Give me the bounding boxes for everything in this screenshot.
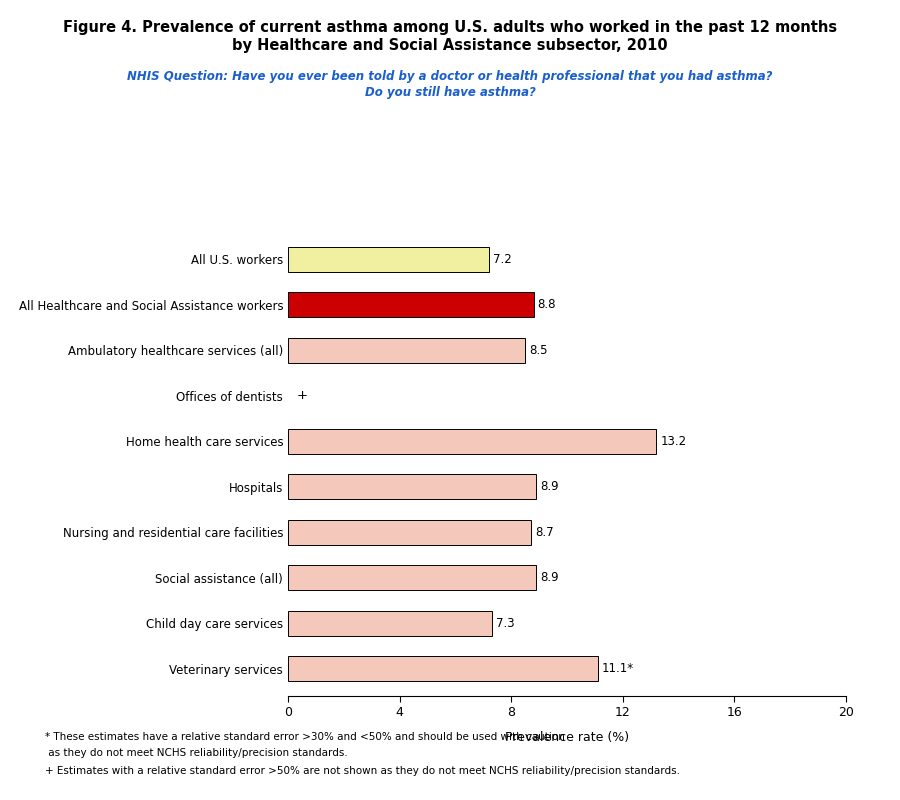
Text: by Healthcare and Social Assistance subsector, 2010: by Healthcare and Social Assistance subs…	[232, 38, 668, 54]
Bar	[288, 520, 531, 545]
Text: 7.2: 7.2	[493, 253, 512, 266]
Text: 8.8: 8.8	[537, 298, 556, 311]
Text: 13.2: 13.2	[661, 434, 687, 448]
X-axis label: Prevalence rate (%): Prevalence rate (%)	[505, 730, 629, 743]
Text: 11.1*: 11.1*	[602, 662, 634, 675]
Bar	[288, 338, 526, 362]
Text: 7.3: 7.3	[496, 617, 515, 630]
Text: 8.5: 8.5	[529, 344, 548, 357]
Bar	[288, 566, 536, 590]
Bar	[288, 610, 491, 636]
Bar	[288, 656, 598, 682]
Text: 8.9: 8.9	[541, 571, 559, 584]
Text: as they do not meet NCHS reliability/precision standards.: as they do not meet NCHS reliability/pre…	[45, 748, 347, 758]
Text: + Estimates with a relative standard error >50% are not shown as they do not mee: + Estimates with a relative standard err…	[45, 766, 680, 776]
Bar	[288, 429, 656, 454]
Text: 8.7: 8.7	[535, 526, 554, 538]
Text: +: +	[296, 390, 308, 402]
Text: Figure 4. Prevalence of current asthma among U.S. adults who worked in the past : Figure 4. Prevalence of current asthma a…	[63, 20, 837, 35]
Text: 8.9: 8.9	[541, 480, 559, 494]
Bar	[288, 246, 489, 272]
Bar	[288, 292, 534, 318]
Text: * These estimates have a relative standard error >30% and <50% and should be use: * These estimates have a relative standa…	[45, 732, 565, 742]
Text: NHIS Question: Have you ever been told by a doctor or health professional that y: NHIS Question: Have you ever been told b…	[127, 70, 773, 83]
Bar	[288, 474, 536, 499]
Text: Do you still have asthma?: Do you still have asthma?	[364, 86, 536, 99]
